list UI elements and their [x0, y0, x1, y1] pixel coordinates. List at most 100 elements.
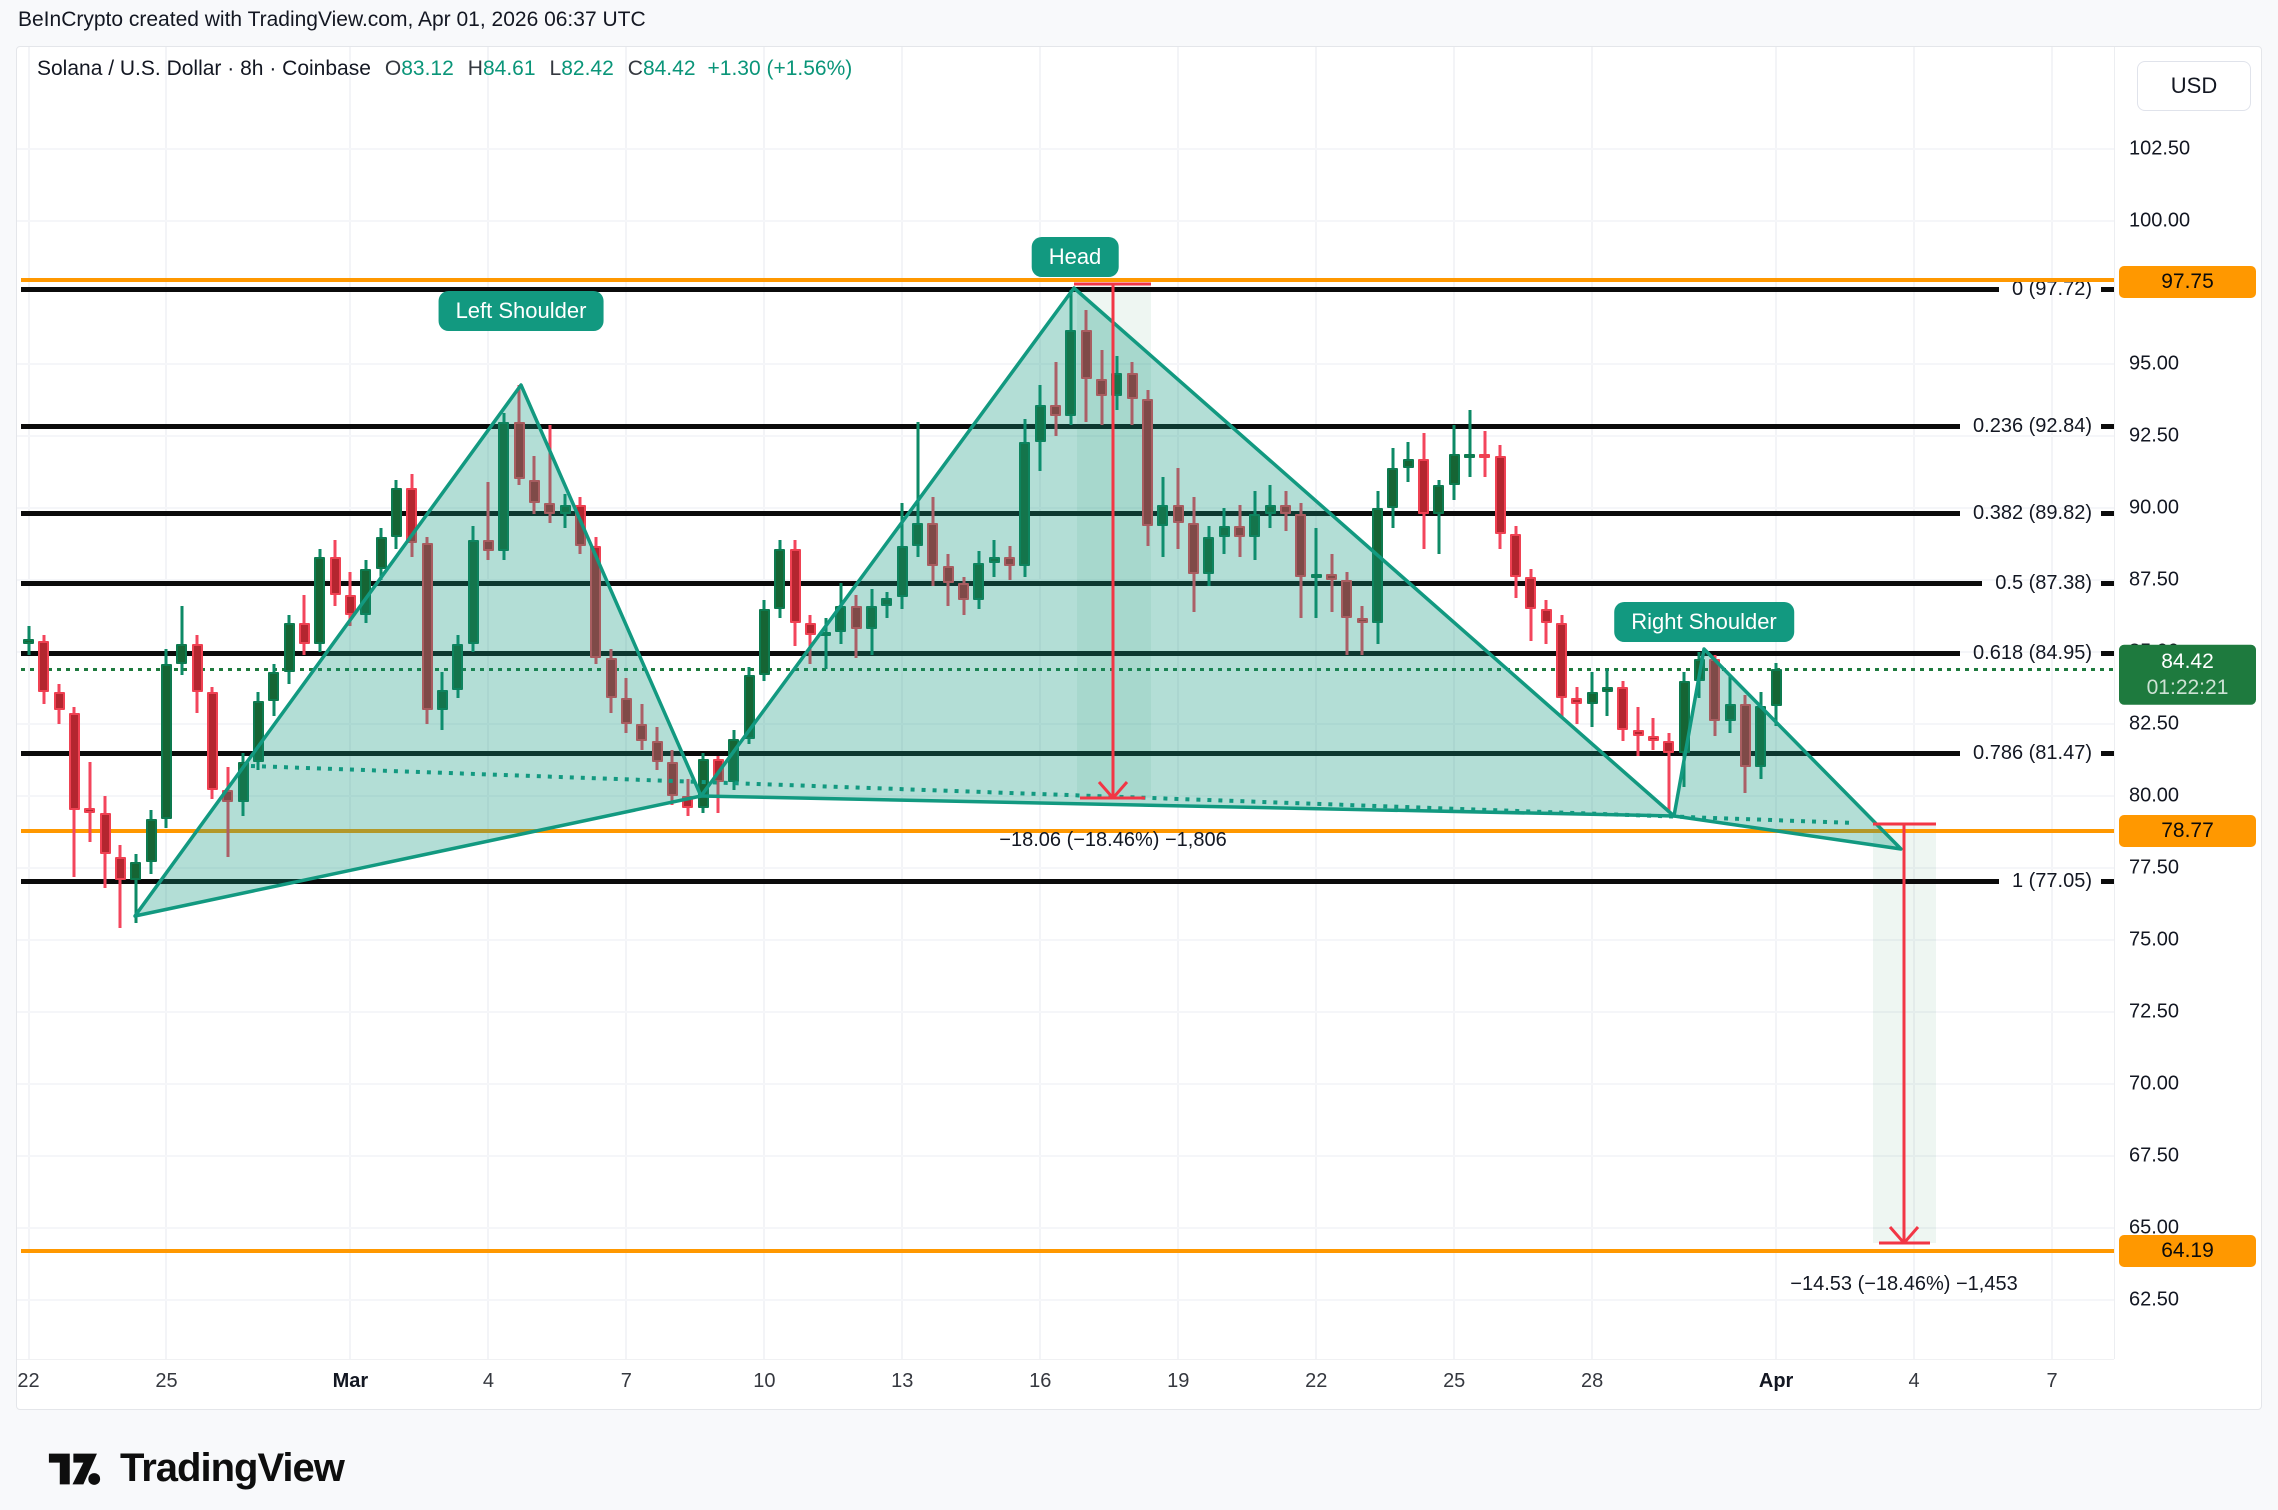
price-axis-label: 92.50 — [2129, 424, 2180, 447]
price-axis-label: 87.50 — [2129, 568, 2180, 591]
candle-body — [360, 568, 372, 615]
fib-level-label: 0.382 (89.82) — [1973, 501, 2092, 524]
candle-body — [1188, 522, 1200, 575]
price-level-line[interactable] — [21, 278, 2114, 283]
candle — [1142, 390, 1154, 546]
candle-body — [206, 692, 218, 791]
current-price-tag: 84.42 01:22:21 — [2119, 644, 2256, 706]
candle — [912, 421, 924, 558]
candle — [881, 591, 893, 618]
candle — [160, 649, 172, 828]
candle-body — [38, 640, 50, 693]
candle-body — [1326, 574, 1338, 581]
candle-body — [1096, 378, 1108, 397]
candle-body — [114, 856, 126, 880]
candle — [1448, 424, 1460, 500]
candle-body — [1019, 442, 1031, 566]
pattern-label[interactable]: Head — [1031, 237, 1119, 277]
candle — [1632, 706, 1644, 756]
candle-body — [1295, 514, 1307, 578]
candle-body — [651, 741, 663, 762]
candle-body — [590, 545, 602, 658]
candle-body — [329, 557, 341, 595]
time-axis-label: 13 — [891, 1370, 914, 1392]
close-value: 84.42 — [642, 57, 696, 80]
candle — [1356, 606, 1368, 656]
symbol-name: Solana / U.S. Dollar · 8h · Coinbase — [37, 57, 371, 80]
vertical-gridline — [1913, 47, 1916, 1359]
candle — [1096, 350, 1108, 425]
candle — [452, 634, 464, 699]
horizontal-gridline — [17, 1082, 2114, 1085]
fib-level-line[interactable] — [21, 878, 1999, 884]
candle — [728, 729, 740, 791]
fib-level-line[interactable] — [21, 286, 1999, 292]
price-axis-label: 80.00 — [2129, 784, 2180, 807]
price-axis-label: 100.00 — [2129, 209, 2191, 231]
candle — [1341, 571, 1353, 656]
fib-level-dash — [2101, 286, 2114, 292]
candle — [176, 606, 188, 676]
tradingview-logo[interactable]: TradingView — [48, 1446, 345, 1491]
candle-body — [804, 623, 816, 635]
candle — [1418, 433, 1430, 549]
candle — [1402, 442, 1414, 483]
vertical-gridline — [487, 47, 490, 1359]
price-axis[interactable]: 102.50100.0095.0092.5090.0087.5085.0082.… — [2114, 47, 2262, 1359]
candle — [1510, 525, 1521, 598]
price-tag-orange: 64.19 — [2119, 1235, 2256, 1268]
candle-wick — [1330, 554, 1334, 612]
vertical-gridline — [901, 47, 904, 1359]
candle — [1387, 447, 1399, 529]
candle — [942, 554, 954, 607]
pattern-label[interactable]: Left Shoulder — [438, 291, 604, 331]
currency-button[interactable]: USD — [2137, 61, 2251, 111]
fib-level-dash — [2101, 424, 2114, 430]
vertical-gridline — [1315, 47, 1318, 1359]
plot-area[interactable]: 0 (97.72) 0.236 (92.84) 0.382 (89.82) 0.5 (… — [17, 47, 2114, 1359]
vertical-gridline — [349, 47, 352, 1359]
fib-level-row: 1 (77.05) — [21, 866, 2114, 896]
candle — [1647, 718, 1659, 751]
candle-body — [866, 606, 878, 630]
open-value: 83.12 — [401, 57, 454, 80]
fib-level-dash — [2101, 878, 2114, 884]
candle — [559, 493, 571, 529]
candle-body — [1341, 580, 1353, 618]
candle-body — [666, 761, 678, 797]
price-level-line[interactable] — [21, 829, 2114, 834]
candle-body — [559, 505, 571, 515]
price-axis-label: 95.00 — [2129, 352, 2180, 375]
candle — [743, 666, 755, 745]
price-level-line[interactable] — [21, 1249, 2114, 1254]
candle — [1540, 600, 1552, 644]
fib-level-row: 0.382 (89.82) — [21, 498, 2114, 528]
fib-level-line[interactable] — [21, 651, 1961, 657]
time-axis[interactable]: 22 25 Mar 4 7 10 13 16 19 22 25 28 Apr 4 7 — [17, 1359, 2114, 1408]
candle — [436, 672, 448, 730]
candle-body — [1080, 329, 1092, 379]
candle-body — [482, 539, 494, 552]
candle — [406, 473, 418, 558]
candle-body — [1111, 373, 1123, 397]
candle-body — [1142, 398, 1154, 526]
open-label: O — [384, 57, 402, 80]
candle-body — [1387, 468, 1399, 509]
fib-level-line[interactable] — [21, 510, 1961, 516]
candle-body — [1264, 505, 1276, 515]
candle — [1050, 361, 1062, 437]
candle-body — [130, 862, 142, 880]
low-value: 82.42 — [561, 57, 614, 80]
price-axis-label: 102.50 — [2129, 137, 2191, 160]
candle-wick — [88, 761, 92, 843]
candle-body — [23, 639, 34, 644]
countdown-timer: 01:22:21 — [2146, 675, 2229, 699]
pattern-label[interactable]: Right Shoulder — [1614, 602, 1794, 642]
current-price-value: 84.42 — [2161, 649, 2214, 673]
candle-body — [1709, 659, 1721, 722]
candle-wick — [1651, 718, 1655, 751]
candle-body — [452, 643, 464, 690]
fib-level-line[interactable] — [21, 424, 1961, 430]
candle-body — [406, 488, 418, 543]
candle — [1004, 545, 1016, 581]
